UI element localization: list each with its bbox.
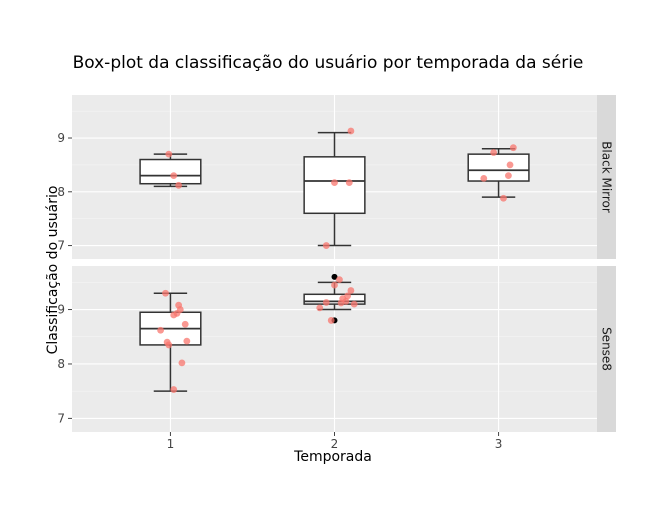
data-point — [178, 359, 186, 367]
x-tick-label: 1 — [167, 437, 175, 451]
panel-0: 7 8 9 Black Mirror — [57, 95, 616, 259]
data-point — [322, 242, 330, 249]
chart-title: Box-plot da classificação do usuário por… — [73, 53, 584, 73]
facet-strip — [597, 266, 616, 432]
data-point — [322, 299, 330, 306]
data-point — [331, 179, 338, 187]
data-point — [327, 317, 335, 324]
data-point — [336, 276, 343, 284]
data-point — [500, 194, 507, 202]
jitter-points — [165, 127, 517, 249]
data-point — [490, 149, 498, 156]
data-point — [480, 174, 488, 182]
panels: 7 8 9 Black Mirror 7 8 9 Sense8 1 2 3 — [57, 95, 616, 451]
data-point — [170, 386, 178, 393]
data-point — [345, 179, 353, 187]
facet-label: Sense8 — [600, 327, 614, 371]
data-point — [176, 306, 184, 313]
data-point — [342, 297, 350, 305]
data-point — [157, 326, 164, 334]
y-tick-label: 9 — [57, 131, 65, 145]
data-point — [170, 172, 178, 180]
panel-1: 7 8 9 Sense8 — [57, 266, 616, 432]
y-tick-label: 8 — [57, 185, 65, 199]
x-tick-label: 2 — [331, 437, 339, 451]
outlier-point — [331, 273, 338, 280]
y-axis-title: Classificação do usuário — [45, 186, 61, 355]
data-point — [509, 144, 517, 152]
box-1 — [139, 153, 202, 188]
box-iqr — [139, 158, 202, 185]
y-tick-label: 7 — [57, 239, 65, 253]
data-point — [347, 287, 355, 294]
data-point — [347, 127, 355, 135]
data-point — [162, 289, 169, 297]
box-1 — [139, 292, 202, 392]
data-point — [165, 341, 173, 349]
x-tick-label: 3 — [495, 437, 503, 451]
box-iqr — [467, 153, 530, 182]
data-point — [316, 304, 324, 312]
y-tick-label: 7 — [57, 411, 65, 425]
data-point — [175, 181, 183, 189]
facet-label: Black Mirror — [600, 141, 614, 213]
data-point — [181, 320, 189, 328]
data-point — [506, 161, 514, 169]
facet-strip — [597, 95, 616, 259]
y-tick-label: 8 — [57, 357, 65, 371]
data-point — [165, 150, 173, 158]
data-point — [505, 172, 512, 180]
box-iqr — [303, 293, 366, 305]
box-3 — [467, 148, 530, 198]
data-point — [350, 300, 358, 308]
jitter-points — [157, 276, 358, 393]
data-point — [344, 292, 352, 300]
y-tick-label: 9 — [57, 303, 65, 317]
data-point — [331, 281, 338, 289]
data-point — [183, 337, 191, 345]
x-axis-title: Temporada — [293, 449, 372, 465]
